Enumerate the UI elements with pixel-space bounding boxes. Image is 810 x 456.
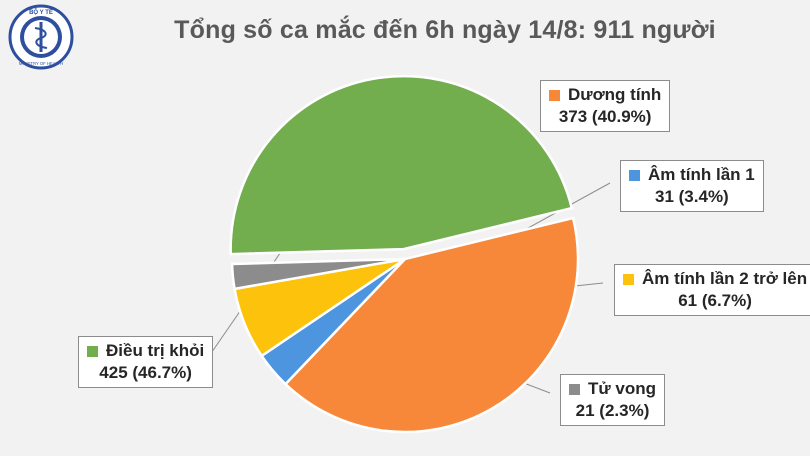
- legend-swatch: [549, 89, 560, 101]
- logo-top-text: BỘ Y TẾ: [29, 8, 53, 16]
- slice-value-label: 373 (40.9%): [558, 107, 652, 126]
- slice-value-label: 21 (2.3%): [575, 401, 650, 420]
- slice-value-label: 31 (3.4%): [655, 187, 729, 206]
- slice-name: Tử vong: [588, 379, 657, 398]
- slice-value-label: 425 (46.7%): [99, 363, 192, 382]
- legend-swatch: [87, 345, 98, 357]
- slice-name: Âm tính lần 2 trở lên: [642, 269, 808, 288]
- slice-name: Điều trị khỏi: [106, 341, 205, 360]
- pie-slice-4: [229, 74, 574, 256]
- slice-label-0: Dương tính 373 (40.9%): [540, 80, 671, 132]
- slice-label-3: Tử vong 21 (2.3%): [560, 374, 666, 426]
- slice-label-2: Âm tính lần 2 trở lên 61 (6.7%): [614, 264, 810, 316]
- slice-label-4: Điều trị khỏi 425 (46.7%): [78, 336, 214, 388]
- pie-slice-3: [230, 257, 406, 291]
- logo-bottom-text: MINISTRY OF HEALTH: [19, 61, 63, 66]
- slice-name: Dương tính: [568, 85, 662, 104]
- ministry-of-health-logo: BỘ Y TẾ MINISTRY OF HEALTH: [8, 4, 74, 70]
- slice-label-1: Âm tính lần 1 31 (3.4%): [620, 160, 764, 212]
- slice-value-label: 61 (6.7%): [678, 291, 752, 310]
- chart-title: Tổng số ca mắc đến 6h ngày 14/8: 911 ngư…: [174, 16, 716, 44]
- slice-name: Âm tính lần 1: [648, 165, 755, 184]
- pie-slice-0: [283, 216, 580, 434]
- legend-swatch: [629, 169, 640, 181]
- legend-swatch: [623, 273, 634, 285]
- pie-slices: [229, 74, 580, 434]
- legend-swatch: [569, 383, 580, 395]
